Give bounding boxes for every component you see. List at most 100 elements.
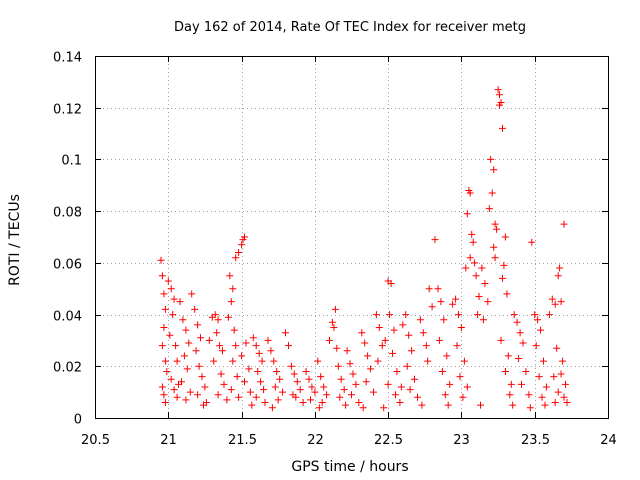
data-point	[560, 220, 568, 228]
plot-frame	[95, 56, 609, 419]
data-point	[358, 329, 366, 337]
data-point	[352, 380, 360, 388]
data-point	[157, 256, 165, 264]
data-point	[194, 321, 202, 329]
data-point	[169, 311, 177, 319]
data-point	[463, 210, 471, 218]
data-point	[381, 336, 389, 344]
data-point	[307, 396, 314, 404]
data-point	[469, 238, 477, 246]
x-axis-label: GPS time / hours	[291, 459, 408, 475]
data-point	[302, 368, 310, 375]
data-point	[258, 357, 266, 365]
data-point	[290, 370, 298, 378]
data-point	[226, 272, 234, 280]
data-point	[510, 311, 518, 319]
data-point	[513, 318, 521, 326]
data-point	[287, 362, 295, 370]
data-point	[355, 399, 363, 406]
data-point	[560, 393, 568, 401]
y-axis-label: ROTI / TECUs	[7, 194, 23, 286]
data-point	[349, 370, 357, 378]
data-point	[235, 393, 243, 401]
data-point	[217, 370, 225, 378]
data-point	[453, 342, 461, 350]
data-point	[460, 357, 468, 365]
data-point	[337, 375, 345, 383]
data-point	[185, 339, 193, 347]
data-point	[402, 311, 410, 319]
data-point	[160, 290, 168, 298]
chart-title: Day 162 of 2014, Rate Of TEC Index for r…	[174, 20, 526, 35]
data-point	[471, 259, 479, 267]
data-point	[522, 368, 530, 375]
data-point	[506, 391, 514, 399]
data-point	[414, 393, 421, 401]
data-point	[550, 373, 558, 381]
data-point	[270, 357, 278, 365]
data-point	[305, 375, 313, 383]
data-point	[340, 386, 348, 394]
data-point	[416, 316, 424, 324]
data-point	[516, 329, 524, 337]
data-point	[406, 386, 414, 394]
data-point	[336, 393, 344, 401]
data-point	[293, 378, 301, 386]
data-point	[457, 324, 465, 331]
data-point	[276, 375, 284, 383]
data-point	[343, 347, 351, 355]
data-point	[428, 303, 436, 311]
data-point	[559, 357, 567, 365]
data-point	[441, 391, 449, 399]
data-point	[230, 326, 238, 334]
data-point	[249, 334, 257, 342]
data-point	[194, 391, 202, 399]
data-point	[195, 362, 203, 370]
data-point	[210, 357, 218, 365]
x-tick-label: 21.5	[228, 433, 257, 448]
x-tick-label: 23.5	[521, 433, 550, 448]
data-point	[440, 316, 448, 324]
data-point	[528, 238, 536, 246]
data-point	[375, 324, 383, 331]
data-point	[299, 399, 307, 406]
data-point	[437, 298, 445, 306]
data-point	[424, 357, 432, 365]
data-point	[188, 290, 196, 298]
data-point	[166, 331, 174, 339]
data-point	[484, 298, 492, 306]
data-point	[267, 347, 275, 355]
data-point	[468, 230, 476, 238]
data-point	[446, 380, 454, 388]
data-point	[333, 344, 341, 352]
data-point	[387, 280, 395, 287]
data-point	[268, 404, 276, 412]
y-tick-label: 0.12	[53, 103, 82, 118]
data-point	[418, 401, 426, 409]
data-point	[191, 305, 199, 313]
data-point	[541, 401, 549, 409]
data-point	[246, 388, 254, 396]
data-point	[252, 342, 260, 350]
data-point	[296, 386, 304, 394]
data-point	[211, 311, 219, 319]
data-point	[501, 368, 509, 375]
data-point	[403, 362, 411, 370]
data-point	[449, 300, 457, 308]
data-point	[474, 311, 482, 319]
data-point	[396, 399, 404, 406]
data-point	[359, 404, 367, 412]
data-point	[553, 344, 561, 352]
data-point	[223, 396, 231, 404]
data-point	[504, 352, 512, 360]
data-point	[235, 249, 243, 256]
data-point	[532, 342, 540, 350]
data-point	[501, 233, 509, 241]
data-point	[531, 311, 539, 319]
data-point	[161, 357, 169, 365]
data-point	[372, 311, 380, 319]
data-point	[255, 349, 263, 357]
data-point	[273, 368, 281, 375]
data-point	[479, 316, 487, 324]
